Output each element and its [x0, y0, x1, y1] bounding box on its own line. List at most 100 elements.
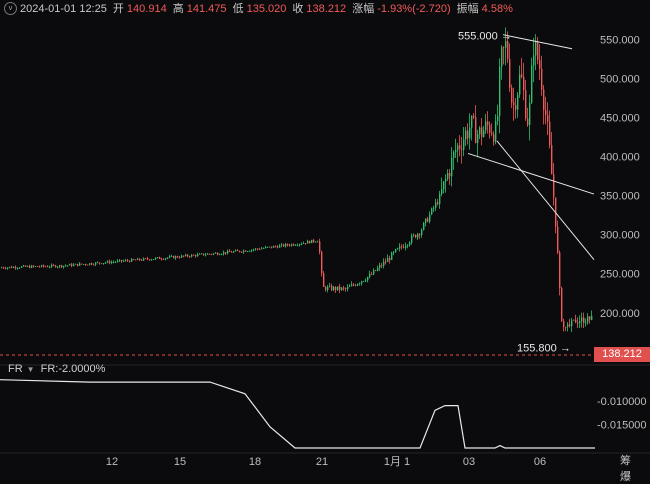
indicator-name[interactable]: FR	[8, 363, 23, 375]
candle-body	[169, 256, 171, 258]
candle-body	[545, 109, 547, 116]
candle-body	[577, 322, 579, 324]
candle-body	[339, 286, 341, 290]
price-chart[interactable]: 550.000 500.000 450.000 400.000 350.000 300.0…	[0, 0, 650, 468]
candle-body	[471, 115, 473, 128]
candle-body	[127, 260, 129, 261]
candle-body	[145, 258, 147, 260]
candle-body	[87, 264, 89, 266]
candle-body	[41, 265, 43, 267]
candle-body	[249, 250, 251, 252]
candle-body	[219, 254, 221, 256]
candle-body	[225, 252, 227, 254]
candle-body	[439, 194, 441, 204]
candle-body	[191, 254, 193, 257]
candle-body	[161, 258, 163, 260]
candle-body	[467, 130, 469, 139]
candle-body	[573, 319, 575, 321]
candle-body	[305, 243, 307, 244]
candle-body	[193, 254, 195, 256]
candle-body	[465, 130, 467, 140]
candle-body	[279, 245, 281, 248]
candle-body	[297, 245, 299, 246]
candle-body	[455, 150, 457, 153]
candle-body	[247, 251, 249, 252]
candle-body	[75, 263, 77, 265]
candle-body	[375, 270, 377, 271]
candle-body	[11, 266, 13, 268]
candle-body	[51, 264, 53, 267]
candle-body	[43, 265, 45, 267]
indicator-value: FR:-2.0000%	[40, 363, 106, 375]
candle-body	[341, 287, 343, 290]
candle-body	[325, 286, 327, 290]
current-price-tag: 138.212	[594, 347, 650, 362]
chevron-down-icon[interactable]: v	[4, 1, 17, 15]
candle-body	[121, 260, 123, 262]
candle-body	[7, 267, 9, 269]
candle-body	[495, 120, 497, 142]
candle-body	[461, 148, 463, 150]
candle-body	[431, 208, 433, 215]
candle-body	[163, 259, 165, 260]
candle-body	[423, 222, 425, 230]
candle-body	[395, 249, 397, 252]
close-label: 收	[292, 3, 304, 15]
candle-body	[35, 266, 37, 267]
candle-body	[381, 265, 383, 266]
y-tick-label: 550.000	[600, 34, 640, 46]
candle-body	[351, 284, 353, 287]
candle-body	[257, 248, 259, 250]
candle-body	[323, 273, 325, 287]
candle-body	[487, 121, 489, 126]
candle-body	[63, 265, 65, 268]
candle-body	[177, 256, 179, 258]
candle-body	[433, 207, 435, 209]
candle-body	[569, 324, 571, 326]
candle-body	[59, 265, 61, 267]
candle-body	[53, 264, 55, 266]
candle-body	[481, 127, 483, 137]
candle-body	[415, 234, 417, 238]
candle-body	[201, 253, 203, 255]
candle-body	[15, 266, 17, 269]
x-tick-label: 12	[106, 456, 118, 468]
candle-body	[445, 178, 447, 182]
candle-body	[227, 250, 229, 254]
candle-body	[361, 281, 363, 284]
candle-body	[29, 266, 31, 268]
candle-body	[447, 172, 449, 179]
candle-body	[147, 258, 149, 260]
candle-body	[529, 102, 531, 126]
candle-body	[237, 250, 239, 252]
candle-body	[565, 326, 567, 328]
candle-body	[581, 317, 583, 322]
candle-body	[563, 320, 565, 327]
candle-body	[475, 117, 477, 143]
amplitude-label: 振幅	[456, 3, 479, 15]
candle-body	[293, 244, 295, 246]
y-tick-label: 200.000	[600, 308, 640, 320]
dropdown-arrow-icon[interactable]: ▼	[26, 365, 35, 374]
candle-body	[287, 244, 289, 246]
candle-body	[47, 266, 49, 268]
candle-body	[539, 60, 541, 69]
candle-body	[301, 243, 303, 245]
candle-body	[155, 257, 157, 260]
candle-body	[97, 262, 99, 264]
candle-body	[119, 260, 121, 261]
candle-body	[49, 266, 51, 268]
corner-buttons[interactable]: 筹 爆	[620, 455, 634, 483]
candle-body	[337, 286, 339, 290]
candle-body	[129, 260, 131, 262]
candle-body	[291, 244, 293, 246]
candle-body	[9, 266, 11, 268]
candle-body	[27, 266, 29, 267]
candle-body	[187, 254, 189, 257]
candle-body	[499, 66, 501, 117]
candle-body	[501, 47, 503, 67]
candle-body	[463, 139, 465, 150]
candle-body	[477, 134, 479, 143]
candle-body	[385, 261, 387, 263]
candle-body	[13, 266, 15, 268]
